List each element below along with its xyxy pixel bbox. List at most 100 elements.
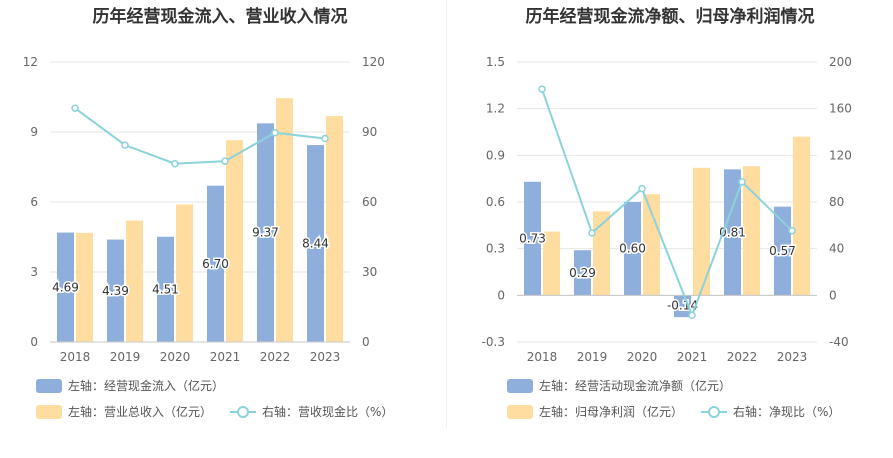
legend-label: 左轴：经营活动现金流净额（亿元）	[539, 379, 732, 393]
legend-label: 左轴：营业总收入（亿元）	[68, 405, 213, 419]
y-right-tick-label: 0	[829, 288, 837, 302]
legend-item-ratio[interactable]: 右轴：营收现金比（%）	[230, 403, 393, 420]
bar-secondary	[543, 231, 560, 296]
legend-swatch-blue	[507, 378, 533, 393]
y-right-tick-label: 80	[829, 195, 844, 209]
legend-item-cash-inflow[interactable]: 左轴：经营现金流入（亿元）	[36, 377, 224, 394]
chart-svg-right: -0.3 0 0.3 0.6 0.9 1.2 1.5 -40 0 40 80 120 160 200 201…	[482, 55, 852, 364]
y-right-tick-label: -40	[829, 335, 849, 349]
y-left-tick-label: 0.9	[486, 148, 505, 162]
bar-secondary	[743, 166, 760, 296]
legend-item-net-cash-flow[interactable]: 左轴：经营活动现金流净额（亿元）	[507, 377, 731, 394]
y-left-tick-label: 0.6	[486, 195, 505, 209]
x-tick-label: 2020	[627, 350, 658, 364]
bar-primary	[774, 206, 791, 296]
bar-secondary	[593, 211, 610, 296]
bar-primary	[157, 236, 174, 342]
bar-data-label: 0.57	[769, 244, 796, 258]
legend-line-marker-icon	[701, 405, 728, 419]
legend-line-marker-icon	[230, 405, 257, 419]
bar-data-label: 6.70	[202, 257, 229, 271]
x-tick-label: 2020	[160, 350, 191, 364]
y-left-tick-label: 6	[30, 195, 38, 209]
ratio-point	[538, 85, 546, 93]
legend-row-1: 左轴：经营活动现金流净额（亿元）	[507, 377, 749, 394]
y-left-tick-label: 1.5	[486, 55, 505, 69]
y-right-tick-label: 200	[829, 55, 852, 69]
ratio-point	[738, 178, 746, 186]
bar-primary	[57, 232, 74, 342]
bar-primary	[107, 239, 124, 342]
y-left-tick-label: 0	[30, 335, 38, 349]
bar-primary	[574, 250, 591, 296]
bar-secondary	[326, 116, 343, 342]
legend-item-net-profit[interactable]: 左轴：归母净利润（亿元）	[507, 403, 683, 420]
ratio-point	[688, 311, 696, 320]
x-tick-label: 2019	[577, 350, 608, 364]
legend-swatch-orange	[507, 404, 533, 419]
y-right-tick-label: 160	[829, 102, 852, 116]
legend-row-1: 左轴：经营现金流入（亿元）	[36, 377, 242, 394]
legend-swatch-blue	[36, 378, 62, 393]
chart-panel-left: 历年经营现金流入、营业收入情况 0 3 6 9 12 0 30 60 90 120 2018 4.69…	[0, 0, 440, 458]
y-right-tick-label: 30	[362, 265, 377, 279]
x-tick-label: 2018	[527, 350, 558, 364]
x-tick-label: 2022	[260, 350, 291, 364]
bar-primary	[307, 145, 324, 342]
legend-label: 右轴：净现比（%）	[733, 405, 841, 419]
y-left-tick-label: 0	[497, 288, 505, 302]
legend-row-2: 左轴：归母净利润（亿元） 右轴：净现比（%）	[507, 403, 858, 420]
legend-swatch-orange	[36, 404, 62, 419]
x-tick-label: 2021	[210, 350, 241, 364]
bar-data-label: 4.39	[102, 284, 129, 298]
legend-row-2: 左轴：营业总收入（亿元） 右轴：营收现金比（%）	[36, 403, 411, 420]
y-right-tick-label: 90	[362, 125, 377, 139]
x-tick-label: 2022	[727, 350, 758, 364]
bar-data-label: 0.29	[569, 266, 596, 280]
bar-secondary	[126, 220, 143, 342]
bar-data-label: 9.37	[252, 226, 279, 240]
legend-label: 右轴：营收现金比（%）	[262, 405, 394, 419]
y-right-tick-label: 60	[362, 195, 377, 209]
y-left-tick-label: 9	[30, 125, 38, 139]
ratio-point	[171, 159, 179, 168]
bar-secondary	[226, 140, 243, 342]
x-tick-label: 2023	[310, 350, 341, 364]
y-left-tick-label: 12	[23, 55, 38, 69]
panel-divider	[446, 0, 447, 428]
bar-data-label: 4.51	[152, 282, 179, 296]
chart-title: 历年经营现金流入、营业收入情况	[92, 7, 348, 27]
ratio-point	[71, 104, 79, 112]
x-tick-label: 2018	[60, 350, 91, 364]
bar-secondary	[276, 98, 293, 343]
ratio-point	[638, 184, 646, 193]
x-tick-label: 2019	[110, 350, 141, 364]
ratio-point	[321, 134, 329, 143]
ratio-point	[588, 229, 596, 237]
bar-data-label: 4.69	[52, 280, 79, 294]
y-right-tick-label: 120	[829, 148, 852, 162]
legend-item-revenue[interactable]: 左轴：营业总收入（亿元）	[36, 403, 212, 420]
y-left-tick-label: 1.2	[486, 102, 505, 116]
bar-secondary	[176, 204, 193, 342]
y-right-tick-label: 120	[362, 55, 385, 69]
ratio-point	[121, 141, 129, 149]
chart-panel-right: 历年经营现金流净额、归母净利润情况 -0.3 0 0.3 0.6 0.9 1.2 1.5 -4…	[450, 0, 890, 458]
y-left-tick-label: 0.3	[486, 242, 505, 256]
bar-primary	[624, 202, 641, 296]
legend-item-net-cash-ratio[interactable]: 右轴：净现比（%）	[701, 403, 840, 420]
ratio-point	[788, 226, 796, 235]
bar-data-label: 8.44	[302, 237, 329, 251]
ratio-point	[221, 157, 229, 165]
ratio-point	[271, 128, 279, 137]
y-right-tick-label: 0	[362, 335, 370, 349]
bar-primary	[724, 169, 741, 296]
ratio-line	[74, 107, 326, 165]
ratio-line	[541, 88, 793, 319]
bar-data-label: 0.60	[619, 242, 646, 256]
bar-primary	[257, 123, 274, 342]
x-tick-label: 2021	[677, 350, 708, 364]
bar-secondary	[643, 194, 660, 296]
chart-title: 历年经营现金流净额、归母净利润情况	[525, 7, 815, 27]
